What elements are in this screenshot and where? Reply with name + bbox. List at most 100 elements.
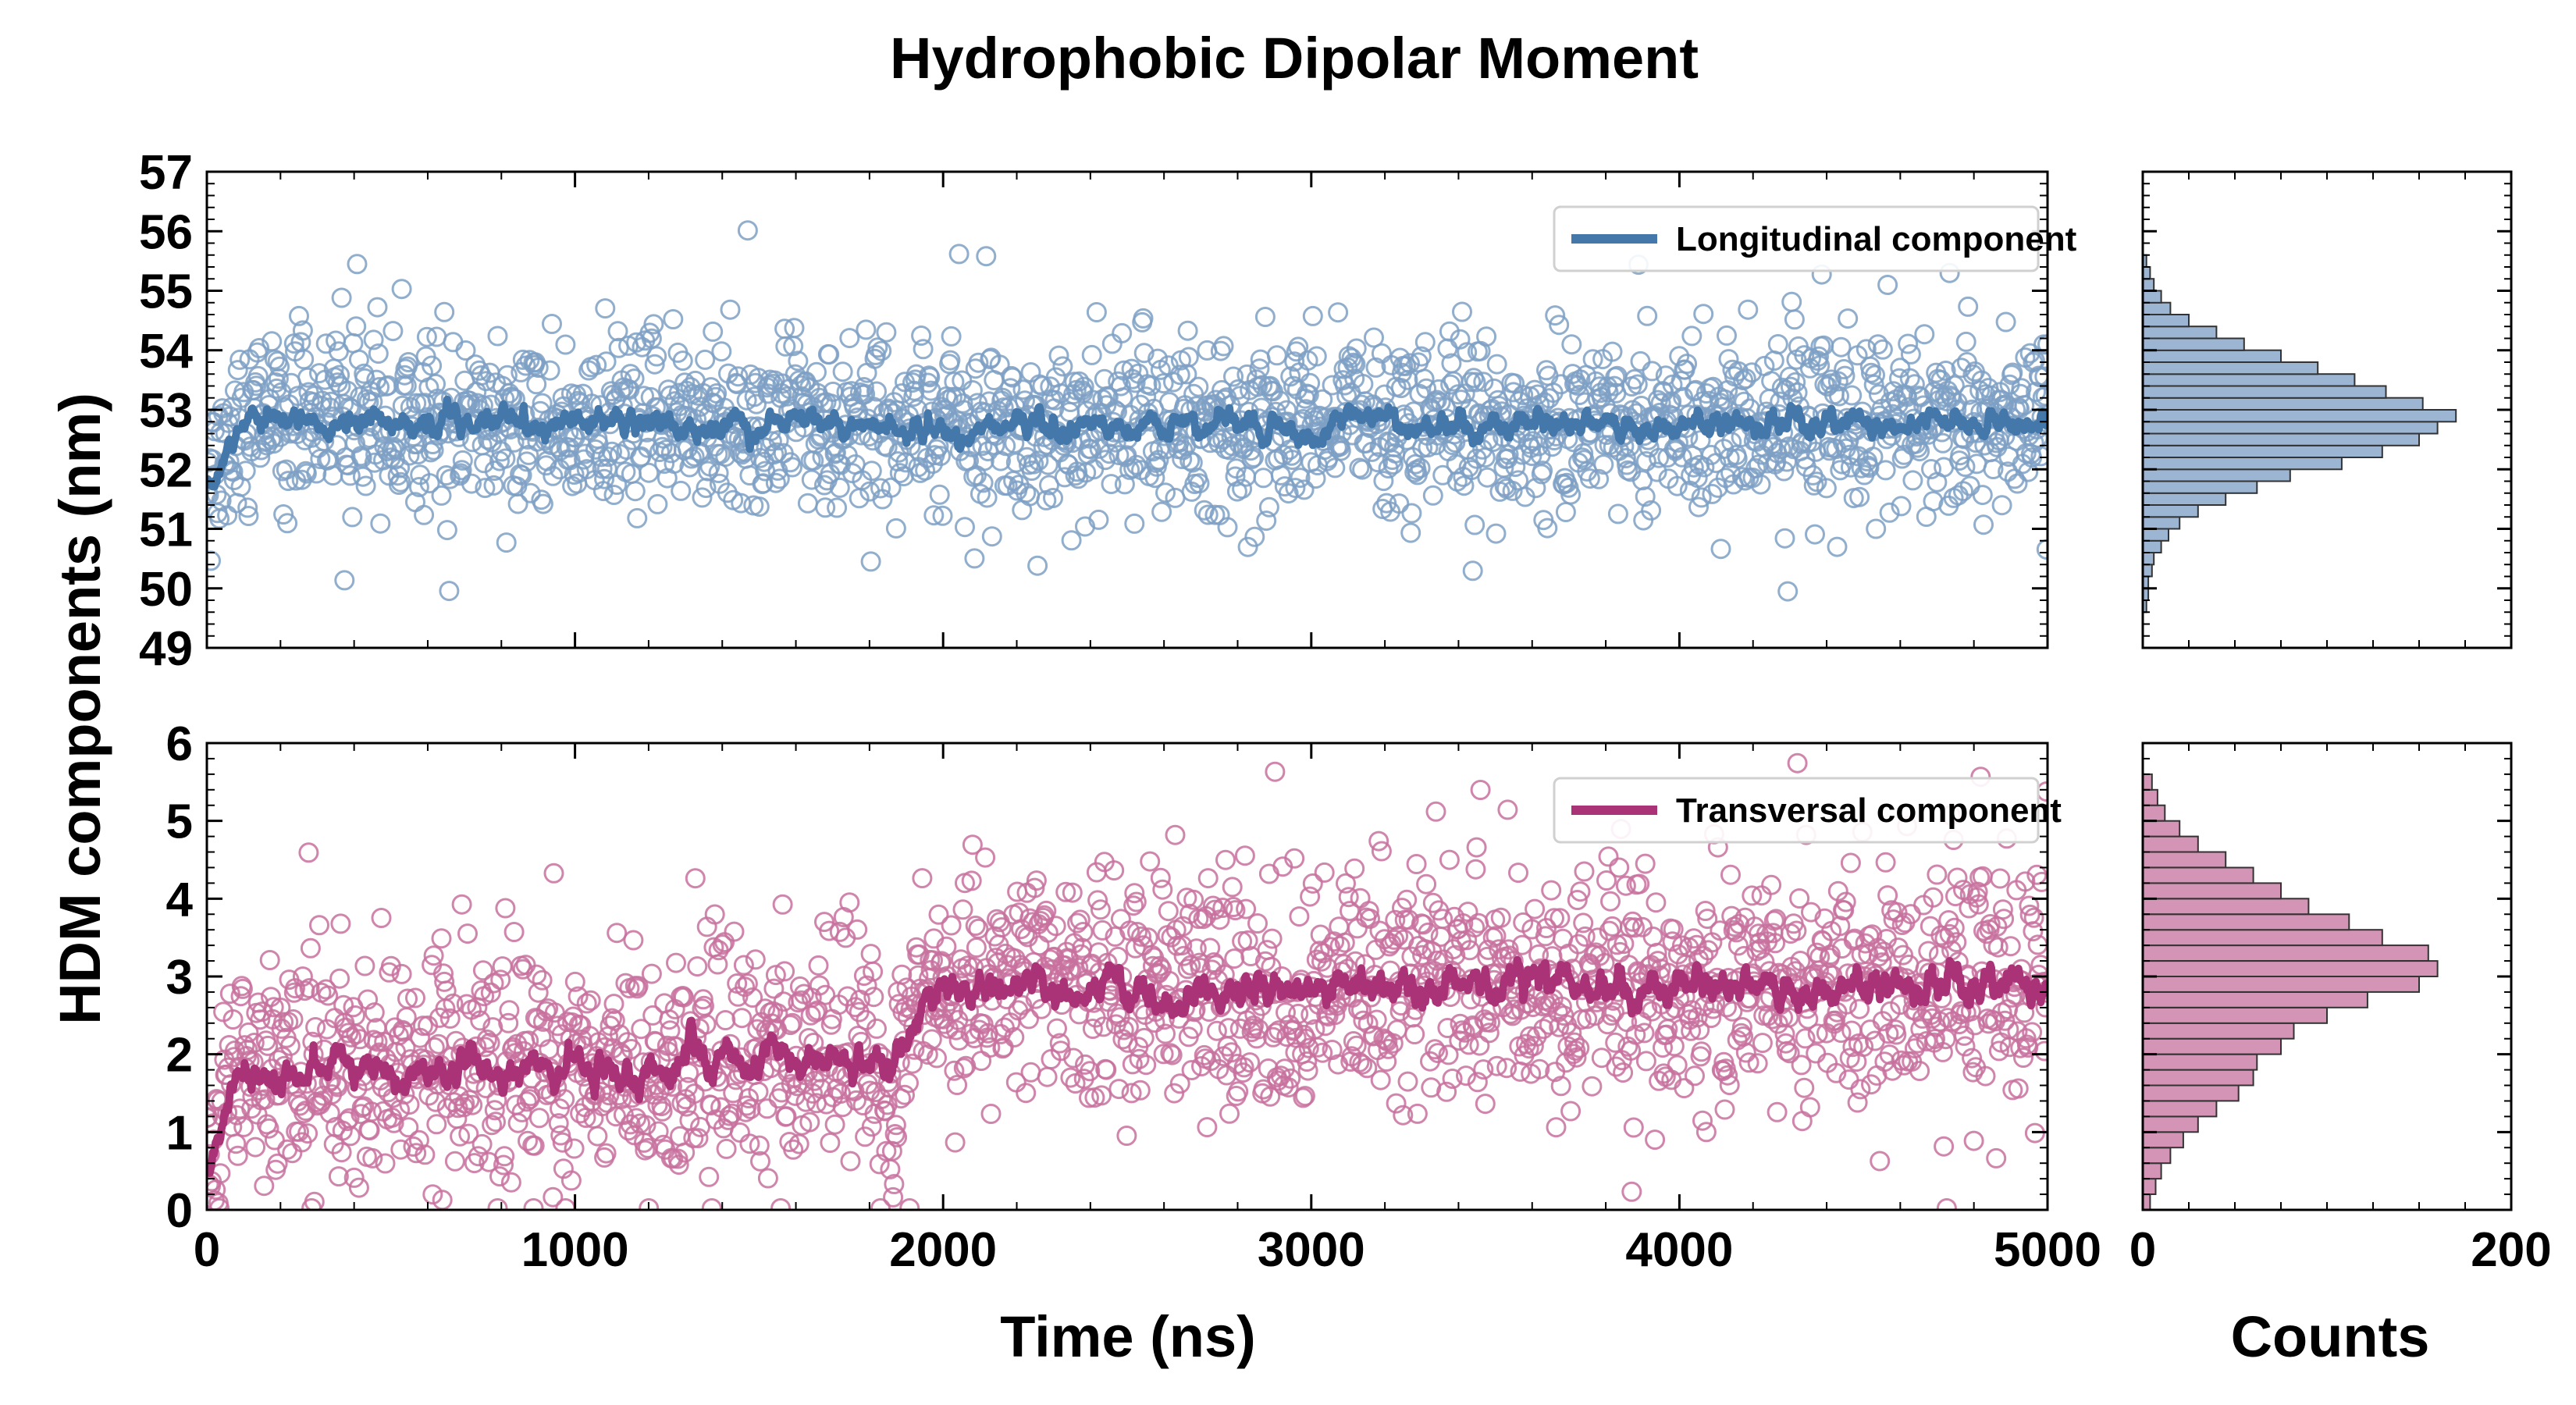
transversal-point bbox=[952, 899, 973, 920]
transversal-point bbox=[1063, 1048, 1084, 1069]
transversal-point bbox=[1384, 929, 1405, 950]
transversal-histogram-bar bbox=[2142, 929, 2383, 947]
longitudinal-point bbox=[247, 365, 269, 386]
longitudinal-histogram-bar bbox=[2142, 457, 2343, 471]
transversal-point bbox=[1294, 1086, 1315, 1107]
transversal-point bbox=[480, 982, 501, 1003]
transversal-point bbox=[610, 1042, 632, 1063]
transversal-point bbox=[1591, 1048, 1612, 1069]
transversal-point bbox=[782, 1012, 802, 1033]
longitudinal-point bbox=[1169, 365, 1190, 386]
longitudinal-point bbox=[1125, 372, 1146, 393]
transversal-point bbox=[305, 1017, 326, 1037]
transversal-point bbox=[1697, 909, 1718, 930]
transversal-point bbox=[1186, 938, 1207, 959]
transversal-point bbox=[1525, 898, 1546, 919]
transversal-point bbox=[1123, 895, 1144, 916]
transversal-point bbox=[1228, 1081, 1249, 1102]
longitudinal-point bbox=[891, 383, 913, 404]
transversal-point bbox=[1873, 941, 1895, 962]
transversal-point bbox=[587, 1126, 608, 1147]
transversal-point bbox=[799, 1112, 820, 1133]
transversal-point bbox=[1370, 1069, 1391, 1090]
longitudinal-point bbox=[1178, 347, 1199, 368]
longitudinal-point bbox=[1570, 369, 1591, 390]
longitudinal-point bbox=[973, 472, 994, 493]
longitudinal-histogram-bar bbox=[2142, 480, 2258, 494]
longitudinal-point bbox=[1795, 449, 1816, 470]
transversal-point bbox=[767, 1003, 788, 1024]
longitudinal-point bbox=[452, 450, 473, 471]
transversal-point bbox=[739, 1133, 760, 1154]
transversal-point bbox=[304, 1191, 325, 1210]
transversal-point bbox=[820, 1133, 841, 1153]
transversal-point bbox=[685, 868, 706, 889]
transversal-point bbox=[1486, 1055, 1507, 1076]
longitudinal-point bbox=[1863, 446, 1884, 468]
transversal-point bbox=[1533, 1019, 1554, 1040]
transversal-point bbox=[975, 847, 996, 868]
longitudinal-point bbox=[801, 469, 822, 490]
transversal-point bbox=[1122, 1054, 1143, 1075]
transversal-point bbox=[648, 1121, 669, 1142]
longitudinal-point bbox=[1951, 357, 1972, 379]
transversal-point bbox=[860, 944, 881, 965]
transversal-point bbox=[1079, 1087, 1099, 1108]
longitudinal-point bbox=[1803, 475, 1824, 496]
hist-x-tick-label: 200 bbox=[2471, 1223, 2551, 1277]
transversal-point bbox=[635, 1115, 656, 1136]
longitudinal-point bbox=[347, 254, 368, 275]
longitudinal-point bbox=[436, 520, 457, 541]
longitudinal-point bbox=[1112, 322, 1133, 343]
longitudinal-point bbox=[1177, 320, 1198, 341]
longitudinal-point bbox=[746, 393, 767, 414]
longitudinal-histogram-bar bbox=[2142, 337, 2245, 351]
longitudinal-point bbox=[1955, 331, 1976, 352]
longitudinal-point bbox=[1641, 500, 1662, 521]
transversal-point bbox=[1791, 1111, 1813, 1132]
transversal-point bbox=[1324, 931, 1345, 952]
longitudinal-point bbox=[1969, 380, 1991, 401]
longitudinal-point bbox=[1922, 419, 1943, 440]
longitudinal-point bbox=[788, 350, 809, 372]
longitudinal-point bbox=[1914, 324, 1935, 345]
longitudinal-point bbox=[1738, 299, 1759, 320]
transversal-point bbox=[516, 1091, 537, 1112]
longitudinal-point bbox=[2030, 446, 2048, 467]
transversal-point bbox=[1276, 1002, 1296, 1023]
transversal-point bbox=[1807, 1023, 1828, 1044]
transversal-point bbox=[740, 1098, 761, 1119]
longitudinal-point bbox=[668, 382, 689, 404]
longitudinal-point bbox=[871, 340, 892, 361]
transversal-point bbox=[528, 1108, 550, 1129]
transversal-point bbox=[839, 892, 860, 913]
transversal-point bbox=[328, 1166, 349, 1187]
longitudinal-point bbox=[1784, 309, 1805, 330]
transversal-point bbox=[493, 1154, 514, 1176]
transversal-point bbox=[1541, 880, 1562, 901]
transversal-point bbox=[1830, 916, 1851, 937]
longitudinal-point bbox=[1285, 478, 1306, 499]
longitudinal-point bbox=[749, 496, 770, 518]
longitudinal-point bbox=[1414, 332, 1436, 353]
transversal-point bbox=[564, 971, 585, 992]
transversal-point bbox=[615, 973, 636, 994]
transversal-point bbox=[484, 1100, 505, 1121]
transversal-point bbox=[1946, 932, 1967, 953]
longitudinal-point bbox=[1809, 355, 1831, 376]
transversal-point bbox=[254, 1089, 276, 1110]
transversal-point bbox=[1909, 1061, 1930, 1081]
longitudinal-point bbox=[383, 436, 404, 457]
transversal-point bbox=[309, 915, 329, 936]
longitudinal-point bbox=[1328, 302, 1349, 323]
transversal-point bbox=[1467, 1072, 1488, 1093]
x-tick-label: 4000 bbox=[1625, 1223, 1733, 1277]
transversal-point bbox=[1265, 761, 1286, 782]
longitudinal-point bbox=[1502, 480, 1523, 501]
longitudinal-point bbox=[1991, 495, 2012, 516]
longitudinal-point bbox=[1935, 361, 1956, 381]
transversal-point bbox=[289, 1121, 309, 1142]
transversal-point bbox=[1300, 886, 1321, 907]
longitudinal-point bbox=[1710, 539, 1731, 560]
transversal-point bbox=[1550, 1076, 1571, 1097]
